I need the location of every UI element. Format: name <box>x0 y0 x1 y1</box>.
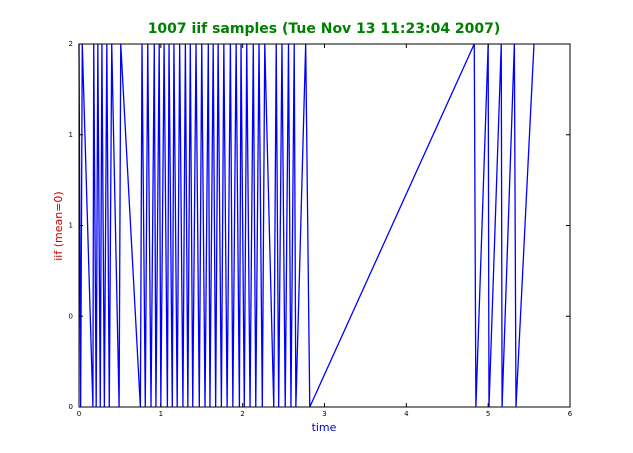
x-tick-label: 5 <box>486 410 490 418</box>
y-tick-label: 2 <box>69 40 73 48</box>
y-tick-label: 0 <box>69 403 73 411</box>
y-tick-label: 0 <box>69 312 73 320</box>
y-tick-label: 1 <box>69 222 73 230</box>
x-tick-label: 3 <box>322 410 326 418</box>
x-tick-label: 0 <box>77 410 81 418</box>
chart-title: 1007 iif samples (Tue Nov 13 11:23:04 20… <box>148 21 501 37</box>
x-axis-label: time <box>312 421 337 434</box>
x-tick-label: 6 <box>568 410 573 418</box>
x-tick-label: 4 <box>404 410 409 418</box>
x-tick-label: 2 <box>240 410 244 418</box>
y-axis-label: iif (mean=0) <box>52 191 65 260</box>
x-tick-label: 1 <box>159 410 163 418</box>
y-tick-label: 1 <box>69 131 73 139</box>
